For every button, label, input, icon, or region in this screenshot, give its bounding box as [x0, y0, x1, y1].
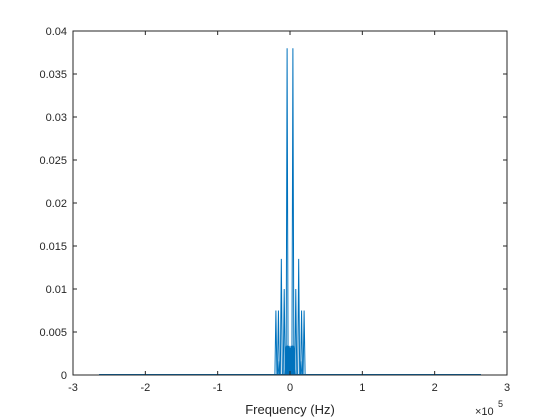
y-tick-label: 0: [61, 370, 67, 382]
spike-9: [302, 310, 306, 376]
y-ticks: 0 0.005 0.01 0.015 0.02 0.025 0.03 0.035 0.04: [39, 26, 507, 382]
y-tick-label: 0.005: [39, 327, 67, 339]
x-tick-label: 3: [504, 382, 510, 394]
y-tick-label: 0.01: [46, 284, 67, 296]
x-ticks: -3 -2 -1 0 1 2 3: [68, 31, 510, 394]
x-axis-label: Frequency (Hz): [245, 402, 335, 417]
x-tick-label: -1: [213, 382, 223, 394]
spike-3: [297, 258, 301, 376]
spike-1: [291, 48, 295, 376]
x-tick-label: 1: [359, 382, 365, 394]
x-tick-label: 0: [287, 382, 293, 394]
y-tick-label: 0.025: [39, 155, 67, 167]
spike-4: [282, 288, 286, 376]
spike-15: [289, 349, 293, 376]
spike-2: [279, 258, 283, 376]
y-tick-label: 0.035: [39, 69, 67, 81]
y-tick-label: 0.04: [46, 26, 67, 38]
y-tick-label: 0.02: [46, 198, 67, 210]
spike-10: [277, 361, 281, 376]
spike-6: [276, 310, 280, 376]
x-exponent-base: ×10: [475, 406, 494, 418]
spectrum-trace: [99, 48, 481, 376]
spike-11: [299, 361, 303, 376]
spike-0: [285, 48, 289, 376]
y-tick-label: 0.015: [39, 241, 67, 253]
x-tick-label: 2: [432, 382, 438, 394]
plot-area: [73, 31, 507, 375]
spike-7: [300, 310, 304, 376]
spike-17: [292, 357, 296, 376]
x-tick-label: -3: [68, 382, 78, 394]
spike-5: [294, 288, 298, 376]
spike-8: [274, 310, 278, 376]
x-exponent-power: 5: [498, 399, 503, 409]
y-tick-label: 0.03: [46, 112, 67, 124]
x-tick-label: -2: [140, 382, 150, 394]
spike-16: [284, 357, 288, 376]
